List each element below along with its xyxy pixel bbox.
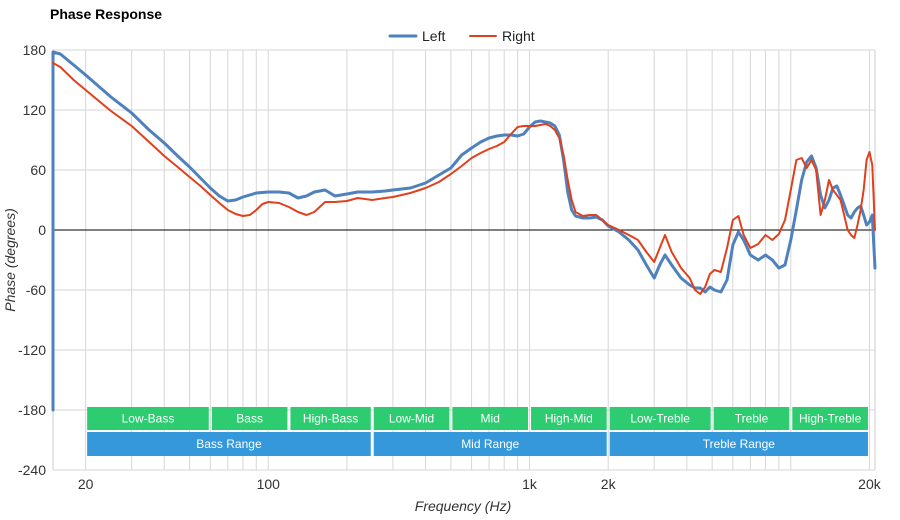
band-label: Low-Bass [122, 412, 175, 426]
chart-title: Phase Response [50, 6, 162, 22]
band-upper-2 [290, 407, 371, 430]
legend-label-right: Right [502, 28, 535, 44]
series-line-left [51, 50, 877, 412]
y-tick-label: -240 [18, 462, 46, 478]
band-label: Low-Treble [630, 412, 690, 426]
y-tick-label: -180 [18, 402, 46, 418]
band-lower-0 [87, 432, 371, 456]
x-axis-ticks: 20 100 1k 2k 20k [78, 476, 882, 492]
y-tick-label: 180 [23, 42, 47, 58]
band-upper-8 [792, 407, 868, 430]
band-upper-5 [531, 407, 607, 430]
chart-legend: Left Right [388, 28, 535, 44]
band-label: Treble Range [703, 437, 776, 451]
series-line-right [52, 62, 876, 295]
x-tick-label: 20k [858, 476, 882, 492]
band-upper-4 [452, 407, 529, 430]
x-tick-label: 2k [601, 476, 617, 492]
band-label: Low-Mid [389, 412, 434, 426]
data-series [51, 50, 877, 412]
y-tick-label: 0 [38, 222, 46, 238]
x-tick-label: 20 [78, 476, 94, 492]
band-label: Bass [236, 412, 263, 426]
minor-gridlines [85, 50, 870, 470]
y-tick-label: 120 [23, 102, 47, 118]
band-label: Bass Range [196, 437, 262, 451]
band-upper-7 [713, 407, 790, 430]
band-lower-2 [609, 432, 868, 456]
band-upper-1 [211, 407, 288, 430]
y-tick-label: 60 [30, 162, 46, 178]
band-upper-0 [87, 407, 209, 430]
band-label: High-Mid [545, 412, 593, 426]
y-axis-ticks: 180 120 60 0 -60 -120 -180 -240 [18, 42, 46, 478]
legend-label-left: Left [422, 28, 445, 44]
y-tick-label: -60 [26, 282, 46, 298]
x-axis-label: Frequency (Hz) [415, 498, 511, 514]
band-lower-1 [373, 432, 607, 456]
band-label: Mid Range [461, 437, 519, 451]
y-axis-label: Phase (degrees) [2, 208, 18, 312]
band-upper-6 [609, 407, 711, 430]
band-label: Mid [481, 412, 500, 426]
band-upper-3 [373, 407, 450, 430]
band-label: High-Treble [799, 412, 862, 426]
band-label: High-Bass [303, 412, 358, 426]
x-tick-label: 1k [522, 476, 538, 492]
y-tick-label: -120 [18, 342, 46, 358]
band-label: Treble [735, 412, 769, 426]
x-tick-label: 100 [257, 476, 281, 492]
frequency-bands: Low-Bass Bass High-Bass Low-Mid Mid High-Mid L… [87, 407, 868, 456]
